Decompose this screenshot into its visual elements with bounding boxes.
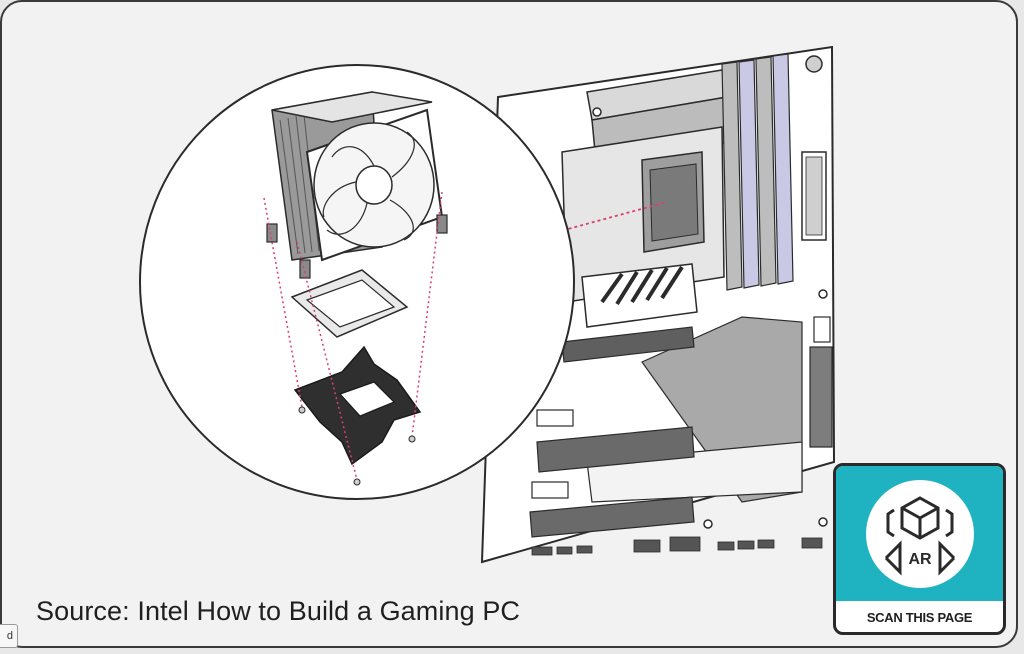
fan-icon <box>305 108 444 262</box>
corner-tab[interactable]: d <box>0 624 18 648</box>
ar-cube-icon: AR <box>884 496 956 576</box>
ar-badge-circle: AR <box>866 480 974 588</box>
ram-slots <box>721 53 794 291</box>
ar-scan-badge[interactable]: AR SCAN THIS PAGE <box>833 463 1006 635</box>
motherboard-illustration <box>480 45 836 564</box>
cpu-cooler-illustration <box>263 91 448 486</box>
pcie-slots <box>529 326 695 538</box>
ar-icon-text: AR <box>908 551 932 568</box>
source-caption: Source: Intel How to Build a Gaming PC <box>36 596 521 626</box>
scan-this-page-label: SCAN THIS PAGE <box>866 610 973 625</box>
mounting-bracket-icon <box>293 345 422 466</box>
